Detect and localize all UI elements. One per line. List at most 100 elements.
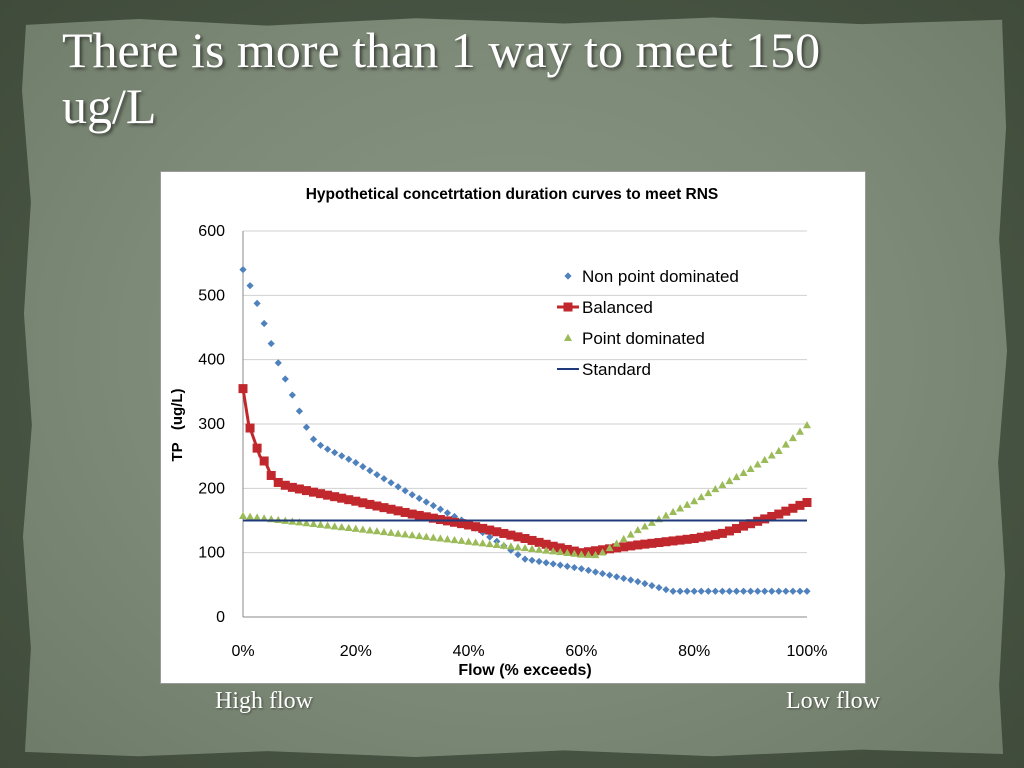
data-point <box>781 506 791 516</box>
data-point <box>641 580 649 588</box>
grid <box>242 230 807 618</box>
data-point <box>358 498 368 508</box>
data-point <box>556 561 564 569</box>
data-point <box>238 384 248 394</box>
data-point <box>704 488 713 497</box>
data-point <box>253 513 262 521</box>
data-point <box>739 468 748 477</box>
legend: Non point dominated Balanced Point dominat… <box>557 267 739 379</box>
data-point <box>287 482 297 492</box>
data-point <box>767 451 776 459</box>
y-tick-label: 100 <box>198 545 225 562</box>
data-point <box>619 542 629 552</box>
data-point <box>647 518 656 526</box>
data-point <box>471 522 481 532</box>
legend-label: Balanced <box>582 298 653 317</box>
data-point <box>267 339 275 348</box>
data-point <box>507 546 515 554</box>
data-point <box>246 512 255 520</box>
data-point <box>690 497 699 505</box>
y-tick-label: 500 <box>198 287 225 304</box>
data-point <box>478 523 488 533</box>
data-point <box>259 456 269 466</box>
x-axis-ticks: 0% 20% 40% 60% 80% 100% <box>231 643 827 660</box>
data-point <box>627 576 635 584</box>
data-point <box>380 527 388 536</box>
data-point <box>330 522 339 530</box>
data-point <box>352 459 360 467</box>
data-point <box>330 492 340 502</box>
data-point <box>281 375 289 383</box>
data-point <box>746 464 755 473</box>
data-point <box>471 538 480 546</box>
data-point <box>528 556 536 564</box>
data-point <box>252 443 262 453</box>
data-point <box>662 586 670 594</box>
data-point <box>521 543 529 552</box>
data-point <box>577 550 586 558</box>
data-point <box>407 509 417 519</box>
data-point <box>689 534 699 544</box>
data-point <box>803 587 811 595</box>
legend-label: Non point dominated <box>582 267 739 286</box>
data-point <box>443 509 452 517</box>
chart-container: Hypothetical concetrtation duration curv… <box>160 171 866 684</box>
data-point <box>633 525 642 534</box>
legend-marker <box>564 333 572 341</box>
data-point <box>724 526 734 536</box>
data-point <box>570 563 578 572</box>
legend-marker <box>564 272 572 280</box>
y-axis-label: TP (ug/L) <box>169 388 186 461</box>
data-point <box>436 505 444 513</box>
data-point <box>380 475 388 483</box>
data-point <box>690 587 698 595</box>
data-point <box>450 535 459 544</box>
data-point <box>492 527 502 537</box>
data-point <box>669 587 677 595</box>
data-point <box>556 547 565 556</box>
data-point <box>640 522 649 530</box>
data-point <box>499 541 508 549</box>
data-point <box>408 531 417 539</box>
data-point <box>316 441 325 449</box>
data-point <box>302 519 311 527</box>
data-point <box>280 480 290 490</box>
data-point <box>464 537 473 545</box>
data-point <box>732 524 741 534</box>
data-point <box>753 460 762 468</box>
data-point <box>612 539 621 547</box>
legend-item: Balanced <box>557 298 653 317</box>
data-point <box>387 528 396 536</box>
data-point <box>387 479 395 487</box>
data-point <box>372 501 382 511</box>
data-point <box>337 523 346 531</box>
data-point <box>309 519 318 528</box>
caption-low-flow: Low flow <box>786 688 880 714</box>
data-point <box>612 543 622 553</box>
data-point <box>732 587 741 595</box>
data-point <box>542 546 551 554</box>
data-point <box>697 492 706 501</box>
data-point <box>457 519 467 529</box>
data-point <box>428 513 438 523</box>
data-point <box>253 299 261 307</box>
data-point <box>760 514 770 524</box>
data-point <box>393 506 403 516</box>
data-point <box>415 494 423 502</box>
data-point <box>331 448 339 457</box>
data-point <box>655 584 663 592</box>
legend-label: Point dominated <box>582 329 705 348</box>
data-point <box>710 530 720 540</box>
data-point <box>301 486 311 496</box>
data-point <box>365 499 375 509</box>
data-point <box>591 568 600 576</box>
data-point <box>239 266 247 274</box>
data-point <box>485 525 495 535</box>
data-point <box>633 540 643 550</box>
data-point <box>422 532 431 540</box>
data-point <box>675 535 685 545</box>
data-point <box>711 484 720 493</box>
data-point <box>295 407 303 415</box>
data-point <box>606 571 614 579</box>
data-point <box>549 560 557 568</box>
